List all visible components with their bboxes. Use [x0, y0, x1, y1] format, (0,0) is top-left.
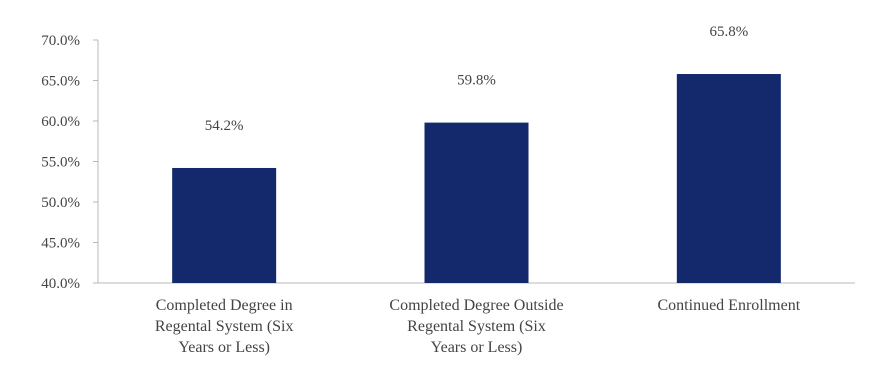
y-tick-label: 70.0%	[41, 33, 80, 49]
x-category-label: Continued Enrollment	[658, 297, 801, 314]
x-category-label: Regental System (Six	[155, 318, 294, 335]
bar	[424, 122, 529, 284]
y-tick-label: 45.0%	[41, 236, 80, 252]
x-category-label: Completed Degree in	[156, 297, 293, 314]
y-tick-label: 55.0%	[41, 155, 80, 171]
data-label: 65.8%	[709, 24, 748, 40]
y-tick-label: 65.0%	[41, 74, 80, 90]
bar	[172, 167, 277, 283]
data-label: 54.2%	[205, 118, 244, 134]
y-tick-label: 60.0%	[41, 114, 80, 130]
x-category-label: Years or Less)	[178, 339, 270, 356]
data-label: 59.8%	[457, 73, 496, 89]
x-category-label: Years or Less)	[431, 339, 523, 356]
x-category-label: Completed Degree Outside	[389, 297, 563, 314]
y-tick-label: 40.0%	[41, 276, 80, 292]
x-category-label: Regental System (Six	[407, 318, 546, 335]
y-tick-label: 50.0%	[41, 195, 80, 211]
bar	[676, 74, 781, 284]
